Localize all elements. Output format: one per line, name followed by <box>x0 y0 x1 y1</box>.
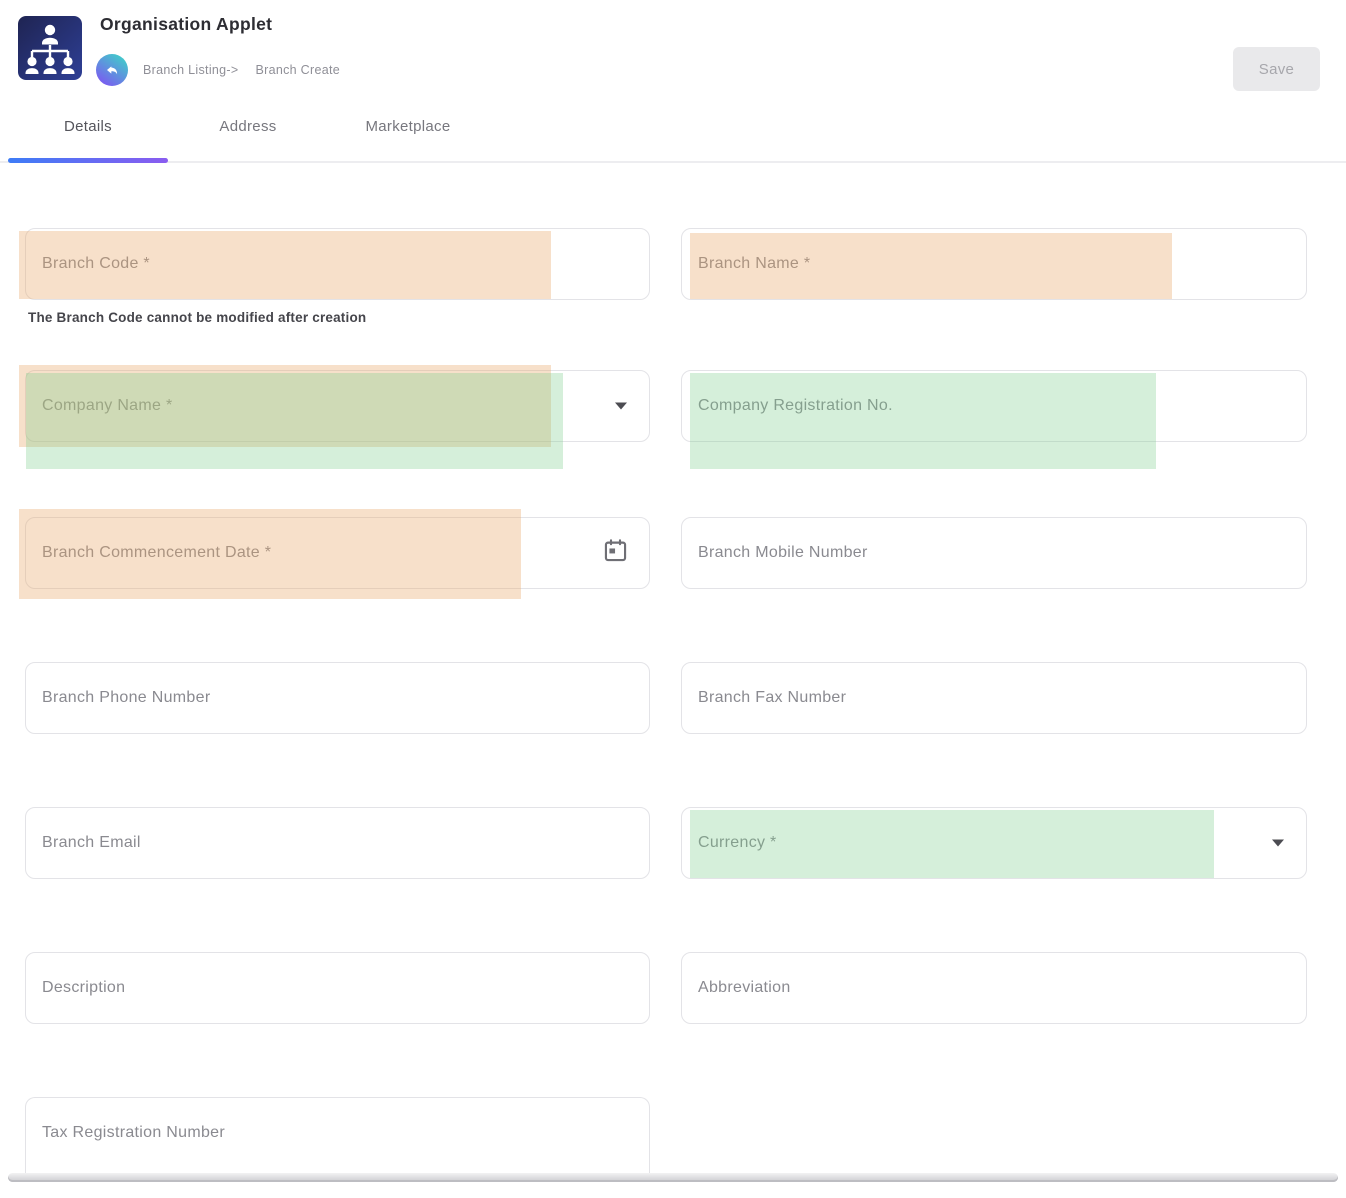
tax-registration-number-label: Tax Registration Number <box>42 1124 225 1141</box>
company-name-field[interactable]: Company Name * <box>19 365 650 469</box>
breadcrumb-parent[interactable]: Branch Listing-> <box>143 63 239 77</box>
tab-divider <box>0 161 1346 163</box>
branch-phone-number-field[interactable]: Branch Phone Number <box>25 662 650 734</box>
horizontal-scrollbar[interactable] <box>8 1173 1338 1182</box>
branch-fax-number-field[interactable]: Branch Fax Number <box>681 662 1307 734</box>
currency-label: Currency * <box>698 834 777 851</box>
description-label: Description <box>42 979 126 996</box>
dropdown-caret-icon[interactable] <box>1272 839 1284 847</box>
branch-commencement-date-field[interactable]: Branch Commencement Date * <box>19 509 650 599</box>
branch-mobile-number-label: Branch Mobile Number <box>698 544 868 561</box>
branch-name-label: Branch Name * <box>698 255 811 272</box>
abbreviation-label: Abbreviation <box>698 979 791 996</box>
page-title: Organisation Applet <box>100 14 273 34</box>
description-field[interactable]: Description <box>25 952 650 1024</box>
branch-commencement-date-label: Branch Commencement Date * <box>42 544 272 561</box>
currency-field[interactable]: Currency * <box>681 807 1307 879</box>
tab-address[interactable]: Address <box>219 118 277 135</box>
tax-registration-number-field[interactable]: Tax Registration Number <box>25 1097 650 1177</box>
company-registration-no-field[interactable]: Company Registration No. <box>681 370 1307 469</box>
breadcrumb-current: Branch Create <box>255 63 340 77</box>
branch-name-field[interactable]: Branch Name * <box>681 228 1307 300</box>
back-button[interactable] <box>96 54 128 86</box>
breadcrumb: Branch Listing-> Branch Create <box>96 53 340 87</box>
back-arrow-icon <box>104 62 120 78</box>
branch-code-label: Branch Code * <box>42 255 150 272</box>
tab-marketplace[interactable]: Marketplace <box>365 118 451 135</box>
tab-details[interactable]: Details <box>64 118 112 135</box>
branch-email-label: Branch Email <box>42 834 141 851</box>
branch-mobile-number-field[interactable]: Branch Mobile Number <box>681 517 1307 589</box>
calendar-icon[interactable] <box>602 537 629 569</box>
save-button[interactable]: Save <box>1233 47 1320 91</box>
autofill-highlight <box>26 373 563 469</box>
company-registration-no-label: Company Registration No. <box>698 397 893 414</box>
company-name-label: Company Name * <box>42 397 173 414</box>
abbreviation-field[interactable]: Abbreviation <box>681 952 1307 1024</box>
active-tab-underline <box>8 158 168 163</box>
branch-phone-number-label: Branch Phone Number <box>42 689 211 706</box>
branch-code-helper-text: The Branch Code cannot be modified after… <box>28 310 367 325</box>
branch-code-field[interactable]: Branch Code * <box>19 228 650 300</box>
branch-fax-number-label: Branch Fax Number <box>698 689 847 706</box>
org-chart-icon <box>18 16 82 80</box>
autofill-highlight <box>690 373 1156 469</box>
branch-email-field[interactable]: Branch Email <box>25 807 650 879</box>
dropdown-caret-icon[interactable] <box>615 402 627 410</box>
